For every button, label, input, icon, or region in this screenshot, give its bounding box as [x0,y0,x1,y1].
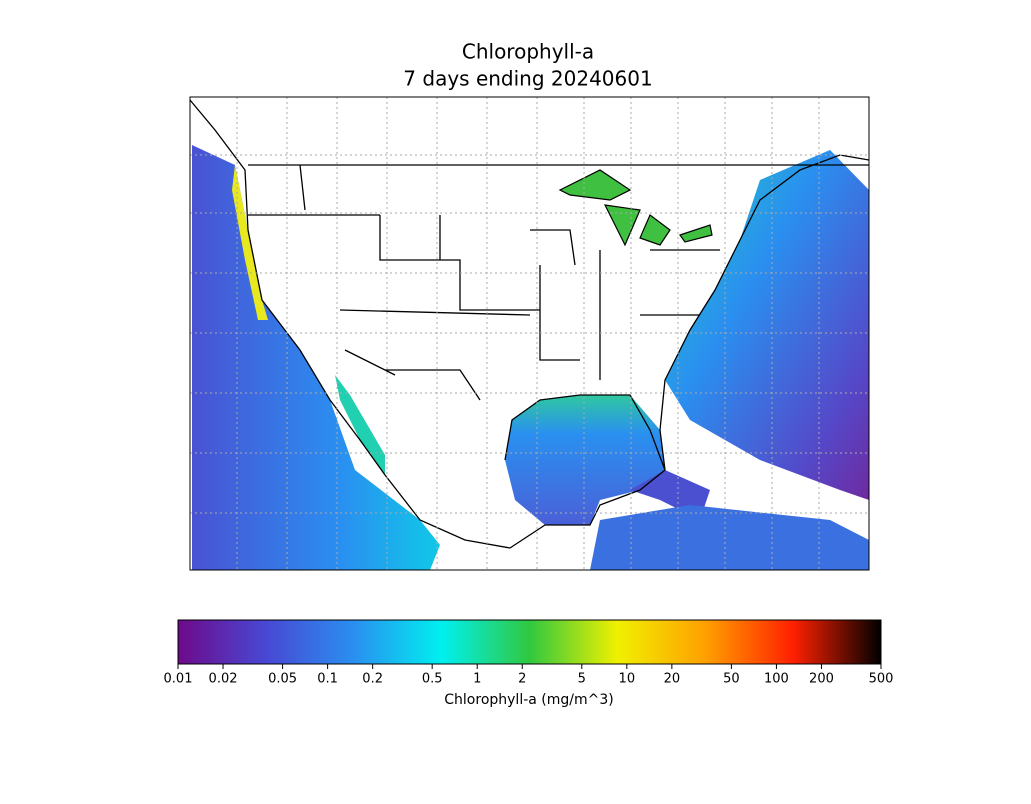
colorbar-tick-label: 0.02 [209,672,238,687]
colorbar-tick-label: 1 [473,672,481,687]
great-lakes [558,169,713,247]
gulf-of-mexico [505,395,665,525]
title: Chlorophyll-a [462,40,594,64]
colorbar-ramp [177,619,882,665]
graticule [190,97,869,570]
colorbar-tick-label: 5 [578,672,586,687]
map-frame [189,96,870,571]
gulf-of-california [335,375,385,475]
colorbar-tick-label: 0.5 [422,672,443,687]
colorbar-tick-label: 0.1 [317,672,338,687]
coastline [189,99,870,549]
colorbar-tick-label: 100 [764,672,789,687]
borders [248,164,869,401]
colorbar-tick-label: 0.05 [268,672,297,687]
colorbar-tick-label: 50 [723,672,740,687]
caribbean-sea [590,505,869,570]
colorbar: Chlorophyll-a (mg/m^3) 0.01 0.02 0.05 0.1 0.… [164,619,894,708]
colorbar-tick-label: 200 [809,672,834,687]
colorbar-tick-label: 0.01 [164,672,193,687]
colorbar-label: Chlorophyll-a (mg/m^3) [444,692,613,708]
colorbar-tick-label: 20 [664,672,681,687]
colorbar-tick-label: 0.2 [362,672,383,687]
colorbar-tick-label: 500 [869,672,894,687]
pacific-ocean [192,145,440,570]
map [189,96,870,571]
atlantic-ocean [665,150,869,500]
colorbar-tick-label: 2 [518,672,526,687]
subtitle: 7 days ending 20240601 [403,67,652,91]
colorbar-tick-label: 10 [619,672,636,687]
